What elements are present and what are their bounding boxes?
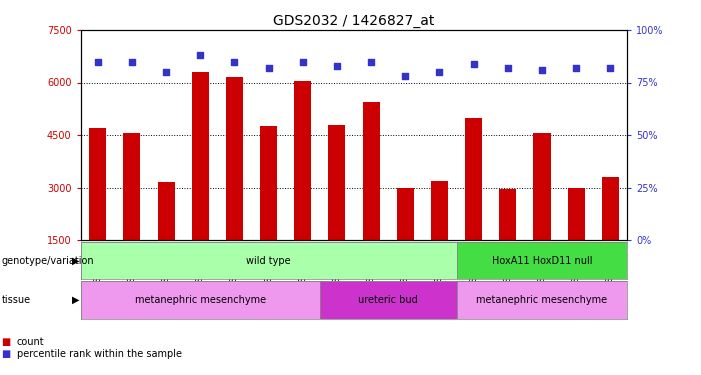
Text: genotype/variation: genotype/variation xyxy=(1,256,94,266)
Bar xyxy=(81,281,320,319)
Bar xyxy=(89,128,107,240)
Text: count: count xyxy=(17,337,44,347)
Point xyxy=(332,63,343,69)
Text: metanephric mesenchyme: metanephric mesenchyme xyxy=(135,295,266,305)
Point xyxy=(297,58,308,64)
Bar xyxy=(123,133,140,240)
Text: ▶: ▶ xyxy=(72,256,80,266)
Text: tissue: tissue xyxy=(1,295,31,305)
Point xyxy=(161,69,172,75)
Point xyxy=(536,67,547,73)
Bar xyxy=(601,177,619,240)
Point xyxy=(400,73,411,79)
Text: metanephric mesenchyme: metanephric mesenchyme xyxy=(477,295,608,305)
Text: ▶: ▶ xyxy=(72,295,80,305)
Bar xyxy=(431,180,448,240)
Bar xyxy=(260,126,277,240)
Text: wild type: wild type xyxy=(246,256,291,266)
Point xyxy=(468,61,479,67)
Text: ■: ■ xyxy=(1,349,11,359)
Bar xyxy=(568,188,585,240)
Bar xyxy=(81,242,456,279)
Bar xyxy=(499,189,517,240)
Bar xyxy=(465,117,482,240)
Text: HoxA11 HoxD11 null: HoxA11 HoxD11 null xyxy=(491,256,592,266)
Point xyxy=(263,65,274,71)
Point xyxy=(605,65,616,71)
Bar xyxy=(397,188,414,240)
Bar xyxy=(226,77,243,240)
Bar xyxy=(328,124,346,240)
Bar xyxy=(320,281,456,319)
Point xyxy=(126,58,137,64)
Text: percentile rank within the sample: percentile rank within the sample xyxy=(17,349,182,359)
Bar xyxy=(456,281,627,319)
Bar xyxy=(158,182,175,240)
Point xyxy=(195,52,206,58)
Bar xyxy=(456,242,627,279)
Point xyxy=(365,58,376,64)
Bar xyxy=(294,81,311,240)
Point xyxy=(571,65,582,71)
Title: GDS2032 / 1426827_at: GDS2032 / 1426827_at xyxy=(273,13,435,28)
Point xyxy=(502,65,513,71)
Point xyxy=(434,69,445,75)
Text: ureteric bud: ureteric bud xyxy=(358,295,418,305)
Bar xyxy=(362,102,380,240)
Bar xyxy=(191,72,209,240)
Point xyxy=(92,58,103,64)
Text: ■: ■ xyxy=(1,337,11,347)
Point xyxy=(229,58,240,64)
Bar xyxy=(533,133,550,240)
